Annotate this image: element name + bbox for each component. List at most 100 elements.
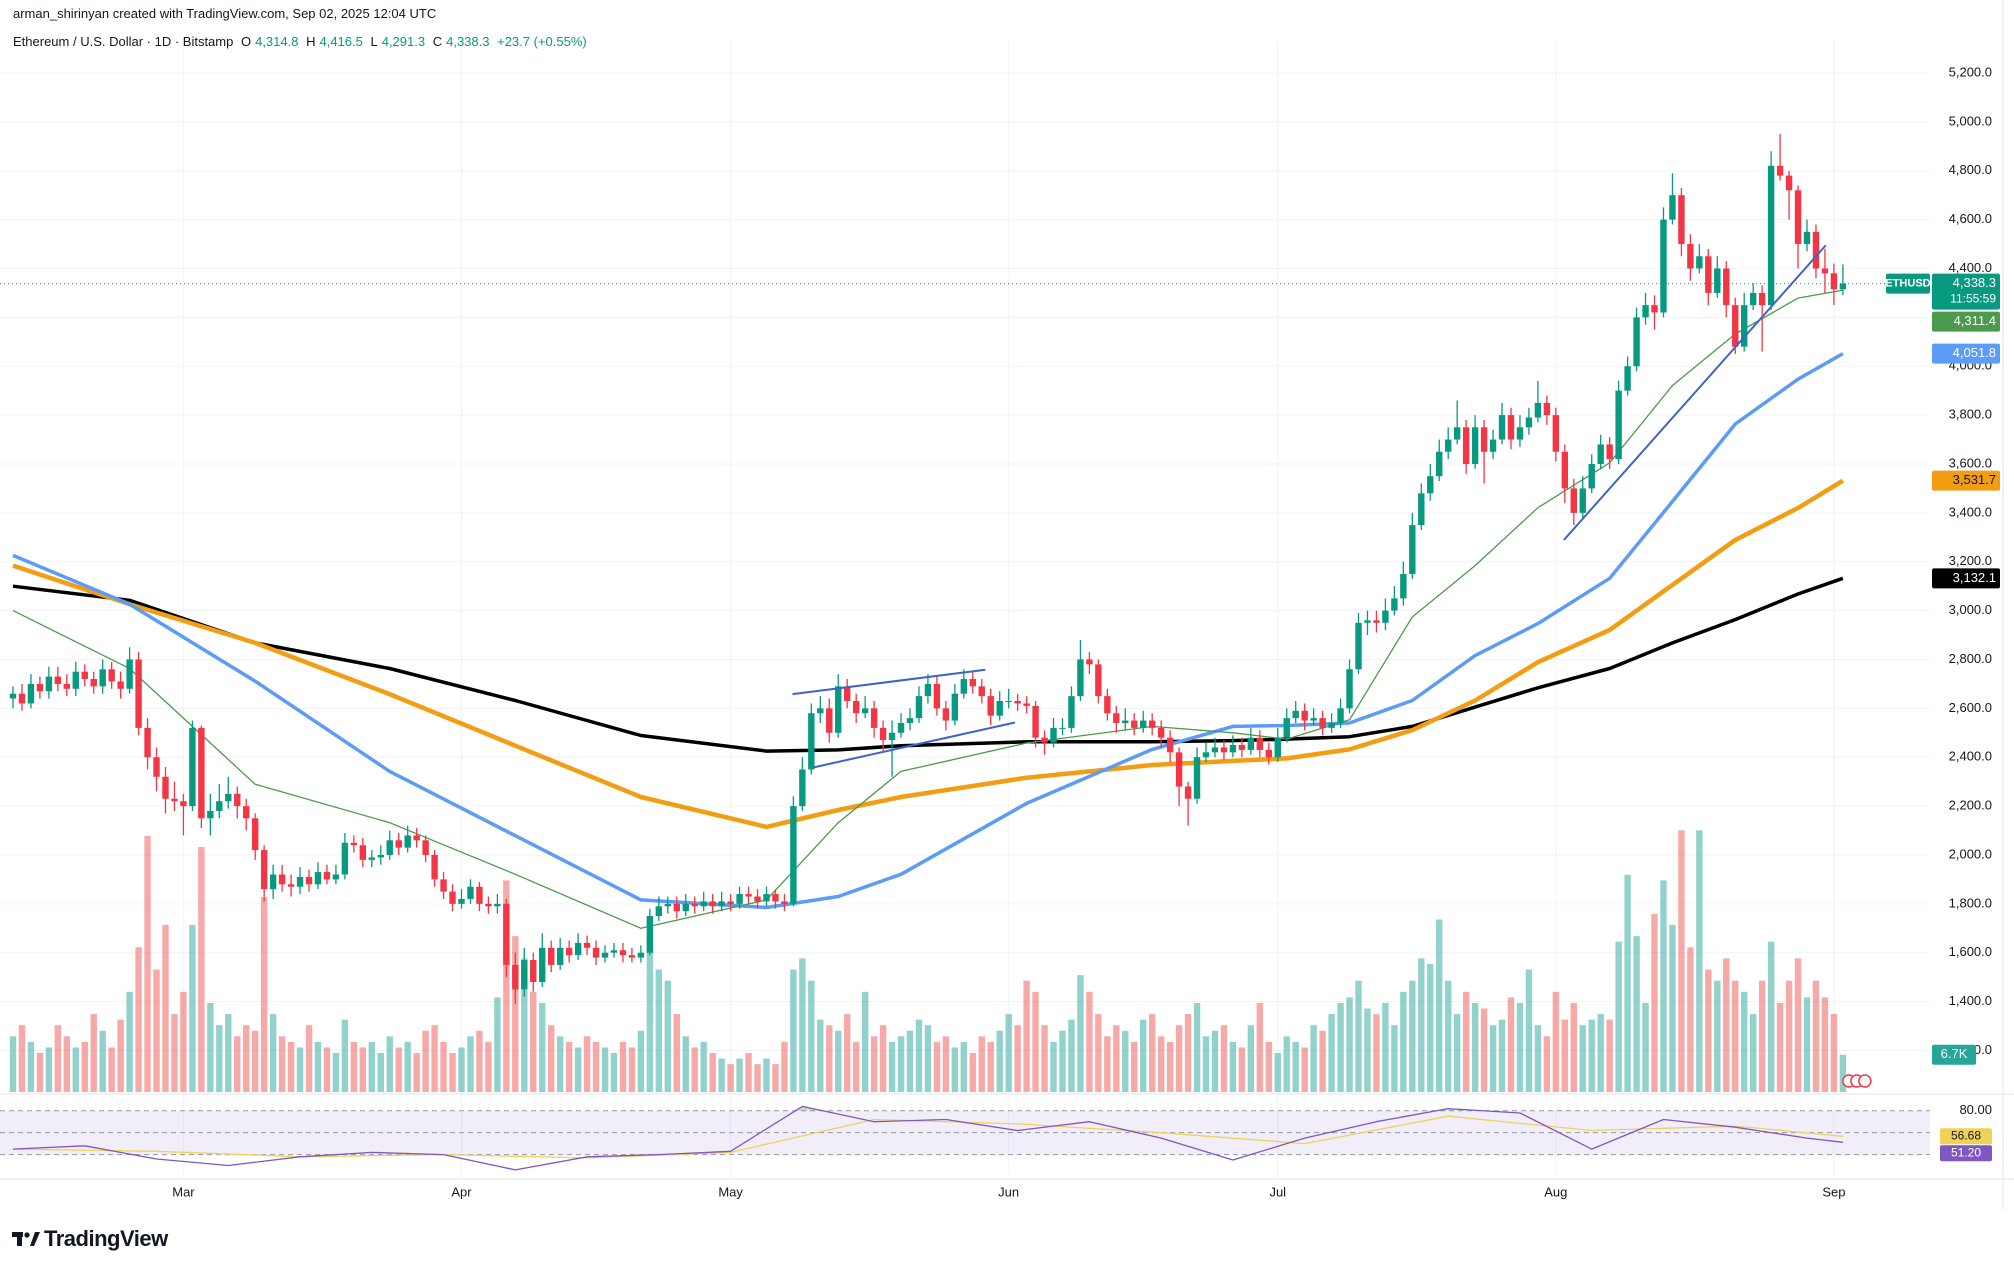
volume-bar — [1211, 1030, 1219, 1092]
volume-bar — [476, 1030, 483, 1092]
trend-line — [792, 668, 986, 696]
candle-body — [260, 850, 268, 890]
candle-body — [637, 952, 645, 958]
volume-bar — [583, 1036, 591, 1092]
candle-body — [1732, 305, 1739, 347]
candle-body — [404, 835, 411, 848]
volume-bar — [1516, 1002, 1524, 1092]
candle-body — [781, 901, 788, 904]
volume-bar — [90, 1014, 97, 1092]
volume-bar — [1453, 1014, 1461, 1092]
volume-bar — [592, 1041, 600, 1092]
candle-body — [826, 708, 833, 733]
x-tick-label: Mar — [172, 1184, 195, 1199]
volume-bar — [287, 1041, 295, 1092]
volume-bar — [844, 1014, 851, 1092]
volume-bar — [198, 847, 205, 1092]
volume-bar — [861, 991, 869, 1092]
volume-bar — [449, 1053, 456, 1092]
candle-body — [251, 818, 259, 851]
candle-body — [485, 903, 492, 907]
volume-bar — [718, 1058, 725, 1092]
candle-body — [1220, 747, 1228, 753]
y-tick-label: 2,000.0 — [1949, 846, 1992, 861]
candle-body — [1391, 598, 1398, 611]
volume-bar — [1355, 980, 1362, 1092]
candle-body — [1175, 752, 1183, 787]
candle-body — [225, 793, 232, 802]
ohlc-key: H — [306, 34, 316, 49]
candle-body — [207, 810, 214, 819]
volume-bar — [897, 1036, 905, 1092]
volume-bar — [1812, 980, 1820, 1092]
candle-body — [189, 727, 196, 807]
ohlc-value: 4,416.5 — [319, 34, 363, 49]
trend-line — [812, 721, 1016, 769]
volume-bar — [1579, 1025, 1586, 1092]
candle-body — [296, 876, 304, 887]
candle-body — [18, 693, 26, 704]
volume-bar — [1184, 1014, 1192, 1092]
candle-body — [574, 942, 582, 956]
candle-body — [951, 693, 959, 721]
volume-bar — [978, 1036, 985, 1092]
volume-bar — [835, 1030, 842, 1092]
x-tick-label: Apr — [451, 1184, 472, 1199]
volume-bar — [969, 1053, 976, 1092]
candle-body — [1741, 305, 1748, 347]
candle-body — [1445, 439, 1452, 452]
volume-bar — [1803, 997, 1811, 1092]
candle-body — [1292, 710, 1299, 719]
volume-bar — [512, 936, 519, 1092]
volume-bar — [323, 1047, 331, 1092]
volume-bar — [180, 991, 187, 1092]
candle-body — [1122, 720, 1129, 724]
volume-bar — [1624, 874, 1631, 1092]
candle-body — [458, 898, 465, 904]
candle-body — [835, 686, 842, 733]
candle-body — [1310, 718, 1317, 721]
candle-body — [1427, 476, 1434, 494]
volume-bar — [332, 1053, 340, 1092]
volume-bar — [467, 1036, 474, 1092]
candle-body — [512, 964, 519, 990]
volume-bar — [1041, 1025, 1048, 1092]
volume-bar — [1749, 1014, 1757, 1092]
volume-bar — [54, 1025, 62, 1092]
volume-bar — [216, 1025, 223, 1092]
rsi-line — [12, 1105, 1843, 1171]
candle-body — [799, 769, 806, 807]
volume-bar — [781, 1041, 788, 1092]
volume-bar — [1238, 1047, 1246, 1092]
volume-bar — [1166, 1041, 1174, 1092]
candle-body — [1166, 737, 1174, 753]
candle-body — [664, 903, 672, 907]
candle-body — [54, 676, 62, 684]
candle-body — [530, 960, 537, 983]
y-tick-label: 3,200.0 — [1949, 553, 1992, 568]
volume-bar — [1660, 880, 1667, 1092]
volume-bar — [1445, 980, 1452, 1092]
candle-body — [1005, 701, 1012, 703]
volume-bar — [888, 1041, 896, 1092]
ohlc-key: O — [240, 34, 252, 49]
candle-body — [180, 801, 187, 807]
candle-body — [763, 894, 770, 902]
volume-bar — [1588, 1019, 1595, 1092]
candle-body — [1588, 463, 1595, 489]
y-tick-label: 5,000.0 — [1949, 113, 1992, 128]
candle-body — [314, 872, 322, 885]
moving-average — [12, 289, 1844, 929]
volume-bar — [135, 947, 142, 1092]
candle-body — [269, 874, 277, 890]
candle-body — [1624, 366, 1631, 391]
candle-body — [1274, 737, 1281, 758]
volume-bar — [1113, 1025, 1120, 1092]
y-tick-label: 2,200.0 — [1949, 798, 1992, 813]
volume-bar — [700, 1041, 707, 1092]
candle-body — [171, 798, 178, 802]
candle-body — [162, 776, 169, 799]
candle-body — [727, 901, 734, 904]
